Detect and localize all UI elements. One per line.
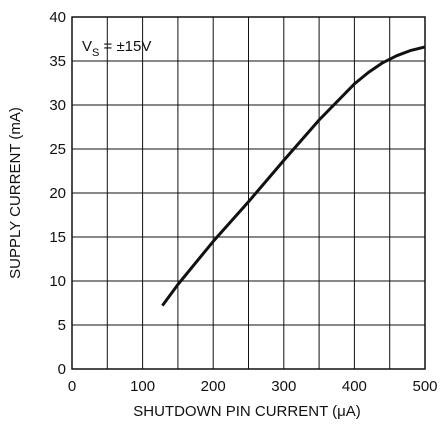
plot-frame [71, 16, 426, 370]
y-tick-label: 30 [49, 97, 66, 114]
y-tick-label: 20 [49, 185, 66, 202]
annotation-subscript: S [92, 47, 99, 59]
annotation-main: V [82, 38, 92, 55]
y-tick-label: 25 [49, 141, 66, 158]
y-tick-label: 0 [58, 361, 66, 378]
y-tick-label: 35 [49, 53, 66, 70]
y-tick-label: 15 [49, 229, 66, 246]
x-tick-label: 400 [342, 378, 367, 395]
supply-voltage-annotation: VS = ±15V [82, 38, 151, 59]
x-tick-label: 200 [201, 378, 226, 395]
x-tick-label: 100 [130, 378, 155, 395]
series-layer [161, 45, 426, 307]
y-tick-label: 10 [49, 273, 66, 290]
plot-border [71, 16, 426, 370]
annotation-rest: = ±15V [99, 38, 151, 55]
supply-current-curve [161, 45, 426, 307]
tick-labels: 0 100 200 300 400 500 0 5 10 15 20 25 30 35 40 [49, 9, 437, 395]
x-tick-label: 0 [68, 378, 76, 395]
y-axis-label: SUPPLY CURRENT (mA) [7, 107, 24, 279]
y-tick-label: 40 [49, 9, 66, 26]
x-tick-label: 300 [271, 378, 296, 395]
y-tick-label: 5 [58, 317, 66, 334]
x-tick-label: 500 [412, 378, 437, 395]
x-axis-label: SHUTDOWN PIN CURRENT (μA) [133, 403, 361, 420]
